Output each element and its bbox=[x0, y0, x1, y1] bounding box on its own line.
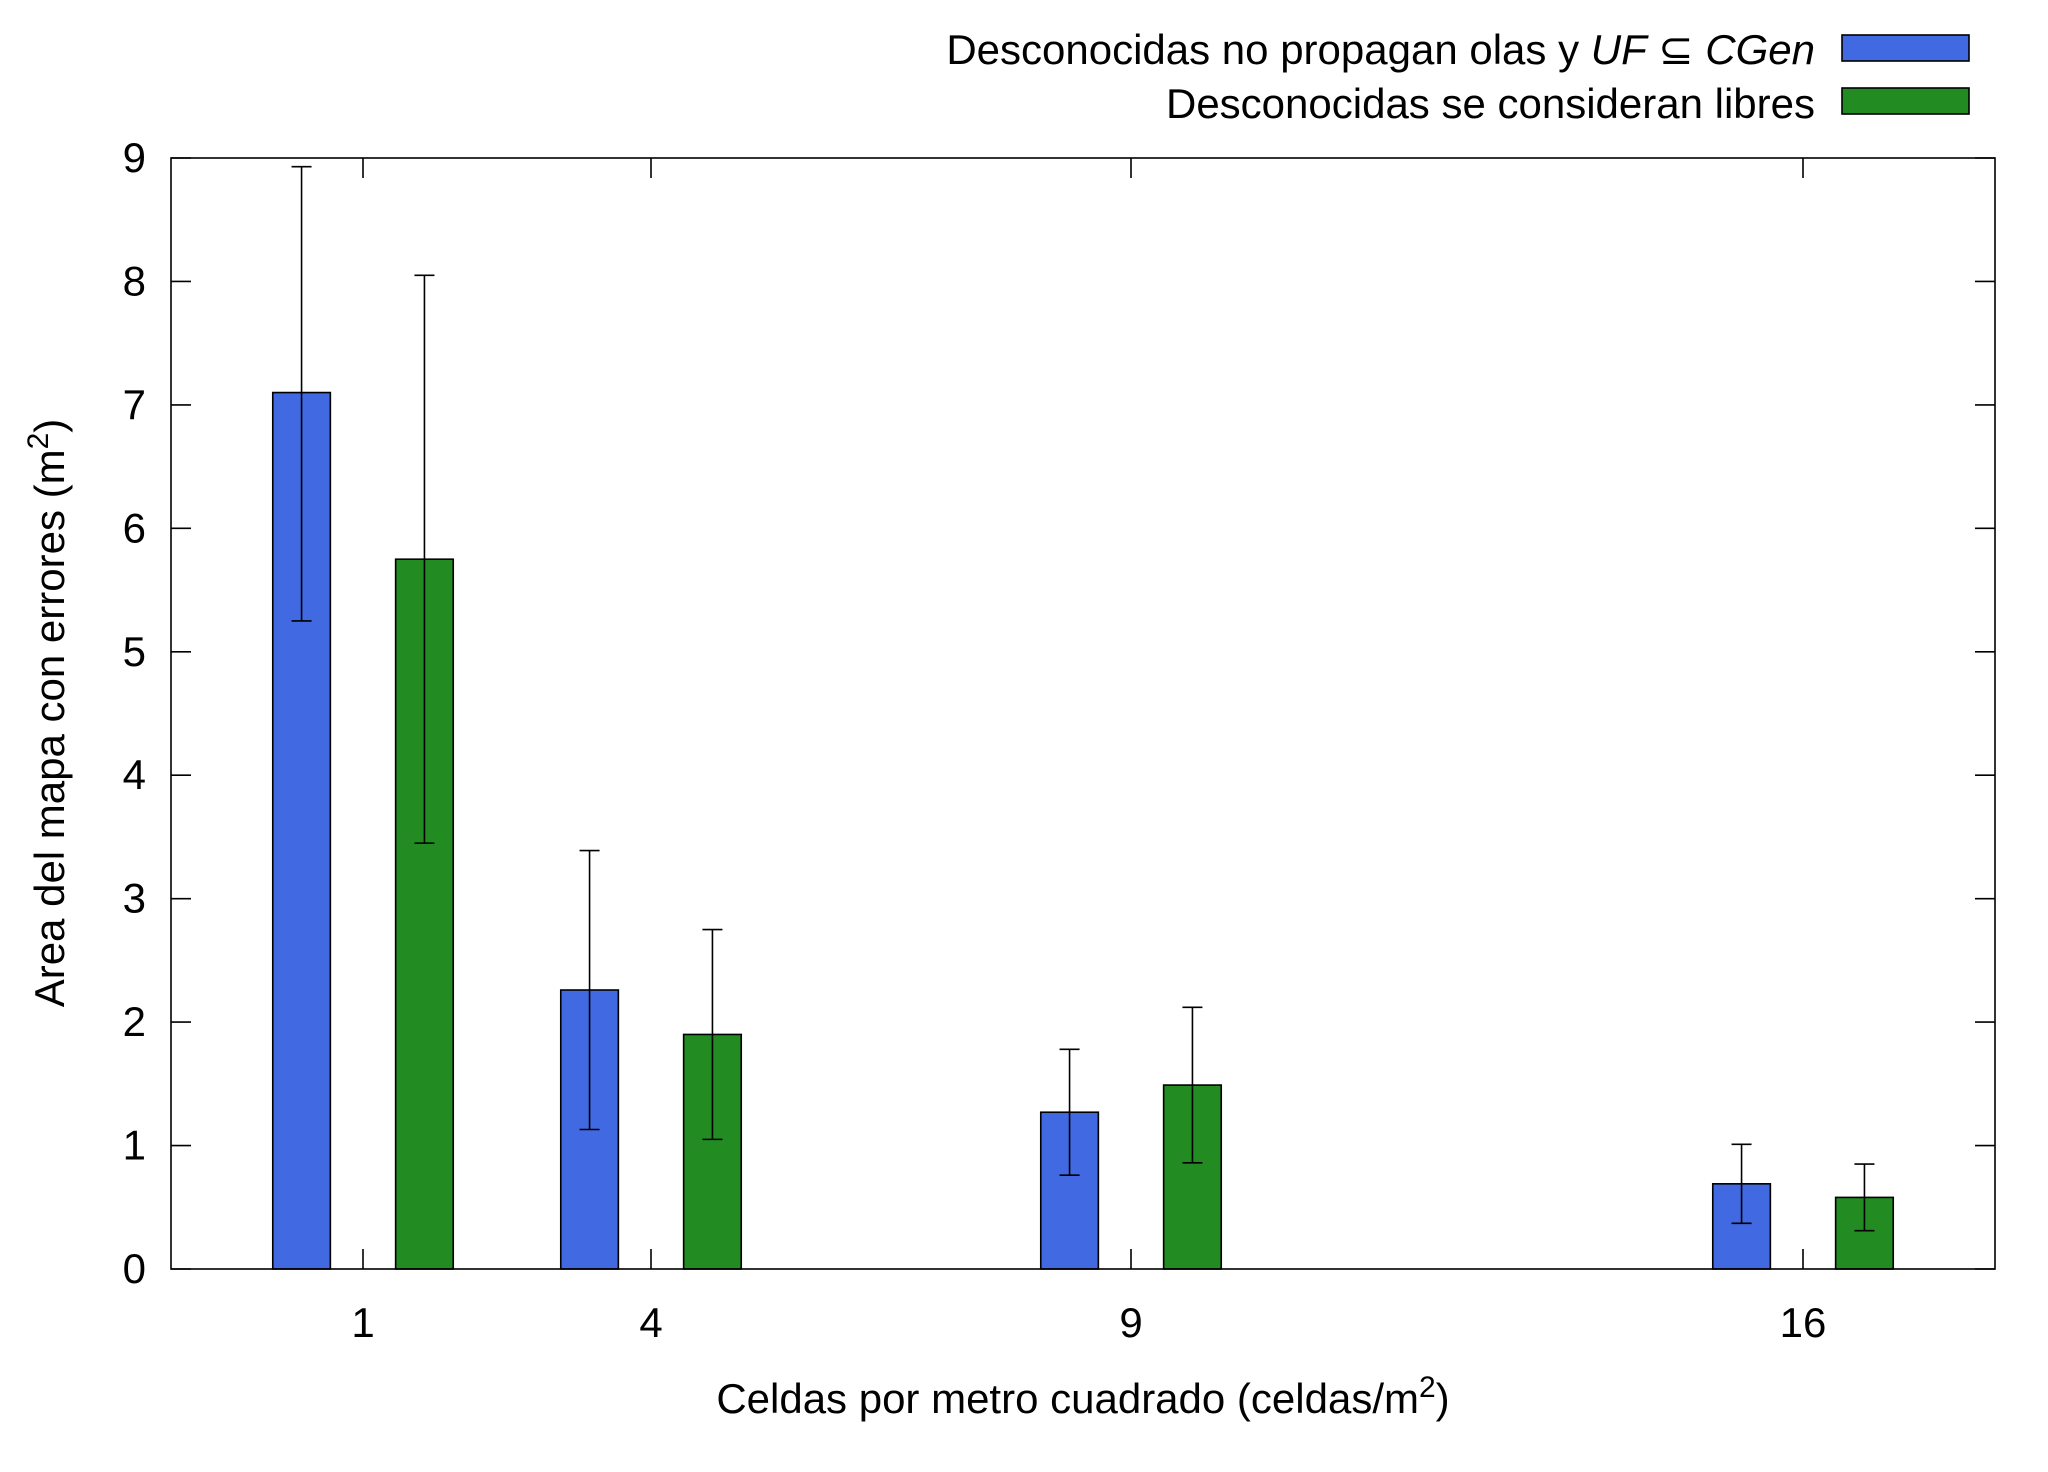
y-axis-title-superscript: 2 bbox=[22, 433, 55, 450]
legend-label-series-2: Desconocidas se consideran libres bbox=[1166, 80, 1815, 127]
x-axis-title-superscript: 2 bbox=[1419, 1371, 1436, 1404]
y-tick-label-6: 6 bbox=[123, 504, 146, 551]
y-tick-label-3: 3 bbox=[123, 875, 146, 922]
legend-swatch-series-2 bbox=[1841, 87, 1970, 115]
y-tick-label-1: 1 bbox=[123, 1122, 146, 1169]
legend-label-series-1-italic-b: CGen bbox=[1705, 26, 1815, 73]
y-axis-title-text: Area del mapa con errores (m bbox=[26, 449, 73, 1007]
bars bbox=[271, 391, 1895, 1270]
error-bars bbox=[291, 165, 1875, 1232]
legend-label-series-1: Desconocidas no propagan olas y UF ⊆ CGe… bbox=[946, 26, 1815, 73]
x-tick-label-1: 1 bbox=[351, 1299, 374, 1346]
x-tick-label-16: 16 bbox=[1780, 1299, 1827, 1346]
error-bar-series-1-4 bbox=[579, 849, 600, 1131]
error-bar-series-2-4 bbox=[702, 928, 723, 1141]
x-axis-title: Celdas por metro cuadrado (celdas/m2) bbox=[716, 1371, 1449, 1422]
legend-label-series-1-middle: ⊆ bbox=[1647, 26, 1706, 73]
y-tick-label-8: 8 bbox=[123, 257, 146, 304]
y-tick-label-0: 0 bbox=[123, 1245, 146, 1292]
error-bar-series-1-9 bbox=[1059, 1048, 1080, 1176]
y-tick-label-2: 2 bbox=[123, 998, 146, 1045]
error-bar-series-2-1 bbox=[414, 274, 435, 844]
x-tick-label-4: 4 bbox=[639, 1299, 662, 1346]
x-axis: 1 4 9 16 bbox=[351, 158, 1826, 1346]
y-axis-title-suffix: ) bbox=[26, 419, 73, 433]
error-bar-series-2-16 bbox=[1854, 1163, 1875, 1232]
x-axis-title-suffix: ) bbox=[1436, 1375, 1450, 1422]
x-tick-label-9: 9 bbox=[1119, 1299, 1142, 1346]
error-bar-series-2-9 bbox=[1182, 1006, 1203, 1164]
legend-label-series-1-prefix: Desconocidas no propagan olas y bbox=[946, 26, 1590, 73]
legend-label-series-1-italic-a: UF bbox=[1591, 26, 1649, 73]
legend-swatch-series-1 bbox=[1841, 34, 1970, 62]
y-tick-label-9: 9 bbox=[123, 134, 146, 181]
y-tick-label-4: 4 bbox=[123, 751, 146, 798]
x-axis-title-text: Celdas por metro cuadrado (celdas/m bbox=[716, 1375, 1419, 1422]
y-tick-label-7: 7 bbox=[123, 381, 146, 428]
legend: Desconocidas no propagan olas y UF ⊆ CGe… bbox=[946, 26, 1970, 127]
y-tick-label-5: 5 bbox=[123, 628, 146, 675]
plot-frame bbox=[170, 157, 1996, 1270]
y-axis: 0 1 2 3 4 5 6 7 8 9 bbox=[123, 134, 1995, 1292]
y-axis-title: Area del mapa con errores (m2) bbox=[22, 419, 73, 1008]
error-bar-series-1-16 bbox=[1731, 1143, 1752, 1225]
error-bar-series-1-1 bbox=[291, 165, 312, 622]
